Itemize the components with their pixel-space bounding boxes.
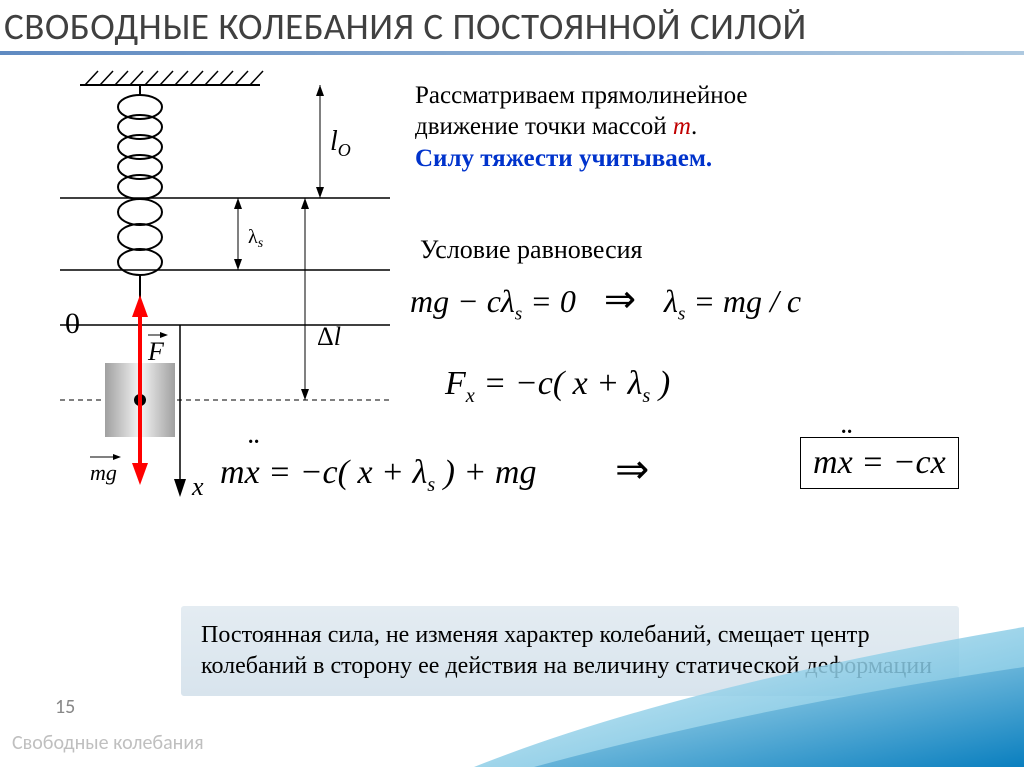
intro-period: . (691, 113, 697, 140)
l0-label: lO (330, 126, 351, 160)
x-axis-label: x (191, 472, 204, 501)
conclusion-box: Постоянная сила, не изменяя характер кол… (180, 605, 960, 697)
equation-2: Fx = −c( x + λs ) (445, 365, 670, 408)
delta-l-label: Δl (317, 322, 341, 351)
equation-3: mx = −c( x + λs ) + mg ⇒ (220, 445, 669, 497)
intro-line2: Силу тяжести учитываем. (415, 145, 712, 172)
equation-3-boxed: mx = −cx (800, 437, 959, 489)
page-number: 15 (55, 695, 75, 719)
zero-label: 0 (65, 307, 80, 340)
intro-line1a: Рассматриваем прямолинейное (415, 82, 748, 109)
mg-label: mg (90, 460, 117, 485)
intro-text: Рассматриваем прямолинейное движение точ… (415, 80, 995, 174)
equation-1: mg − cλs = 0 ⇒ λs = mg / c (410, 277, 801, 325)
equilibrium-label: Условие равновесия (420, 235, 643, 265)
content-area: 0 x F mg (0, 55, 1024, 695)
page-title: СВОБОДНЫЕ КОЛЕБАНИЯ С ПОСТОЯННОЙ СИЛОЙ (0, 0, 1024, 49)
mass-m: m (673, 113, 691, 140)
F-label: F (147, 337, 165, 366)
footer-text: Свободные колебания (12, 731, 204, 755)
lambda-s-label: λs (248, 226, 264, 251)
intro-line1b: движение точки массой (415, 113, 673, 140)
